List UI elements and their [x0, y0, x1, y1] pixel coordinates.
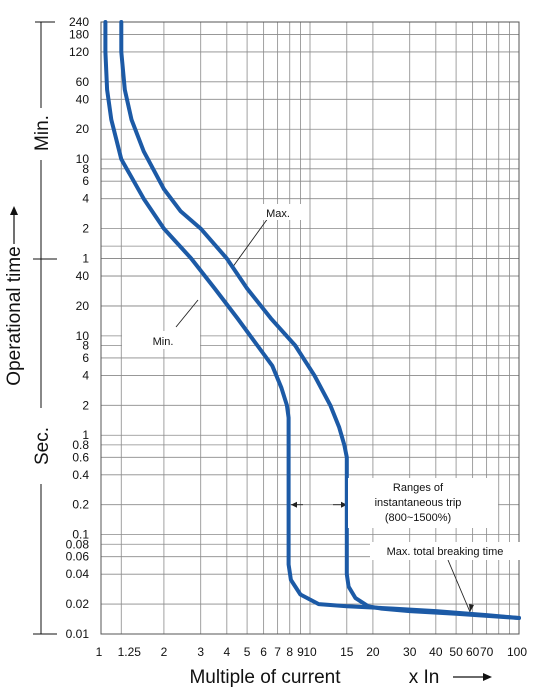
y-tick-label-min: 60 — [76, 75, 90, 89]
y-tick-label-sec: 0.4 — [72, 468, 89, 482]
breaking-label: Max. total breaking time — [387, 546, 504, 558]
x-tick-label: 50 — [449, 645, 463, 659]
y-tick-label-sec: 40 — [76, 269, 90, 283]
x-arrowhead — [483, 673, 492, 681]
annotation-labels: Max. Min. Ranges of instantaneous trip (800~… — [122, 204, 520, 560]
y-tick-label-sec: 0.06 — [66, 550, 90, 564]
y-axis-title: Operational time — [4, 246, 25, 385]
breaking-arrowhead — [469, 604, 474, 612]
y-tick-label-sec: 20 — [76, 299, 90, 313]
y-tick-label-sec: 0.04 — [66, 567, 90, 581]
max-label-box — [258, 204, 308, 220]
y-tick-label-min: 2 — [82, 222, 89, 236]
x-tick-label: 1 — [96, 645, 103, 659]
x-unit-label: x In — [409, 667, 440, 688]
y-tick-label-sec: 8 — [82, 338, 89, 352]
y-tick-label-sec: 1 — [82, 428, 89, 442]
series-curve-min — [103, 20, 521, 620]
breaking-label-box — [370, 542, 520, 560]
x-tick-label: 40 — [429, 645, 443, 659]
range-arrowhead-right — [341, 501, 347, 508]
y-tick-label-sec: 4 — [82, 368, 89, 382]
series-group — [103, 20, 521, 620]
max-leader-line — [231, 213, 272, 269]
y-tick-label-sec: 0.01 — [66, 627, 90, 641]
y-tick-label-sec: 2 — [82, 398, 89, 412]
y-tick-label-min: 8 — [82, 162, 89, 176]
max-label: Max. — [266, 208, 290, 220]
plot-border — [100, 21, 520, 635]
range-label-line: Ranges of — [393, 482, 444, 494]
min-label: Min. — [153, 336, 174, 348]
x-tick-labels: 1 1.25 2 3 4 5 6 7 8 9 10 15 20 30 40 50 60 70 100 — [96, 645, 528, 659]
x-tick-label: 2 — [161, 645, 168, 659]
x-tick-label: 1.25 — [118, 645, 142, 659]
y-tick-label-sec: 0.8 — [72, 438, 89, 452]
y-tick-label-sec: 0.02 — [66, 597, 90, 611]
axis-titles: Multiple of current x In Min. Sec. Operation… — [4, 21, 492, 688]
x-axis-title: Multiple of current — [189, 667, 341, 688]
y-tick-label-sec: 0.1 — [72, 528, 89, 542]
x-tick-label: 9 — [297, 645, 304, 659]
x-tick-label: 4 — [223, 645, 230, 659]
y-unit-sec: Sec. — [32, 427, 53, 465]
x-tick-label: 15 — [340, 645, 354, 659]
y-tick-label-min: 6 — [82, 174, 89, 188]
y-tick-labels: 2401801206040201086421402010864210.80.60… — [66, 15, 90, 641]
y-tick-label-min: 4 — [82, 192, 89, 206]
y-tick-label-sec: 10 — [76, 329, 90, 343]
y-arrowhead — [10, 206, 18, 215]
series-curve-max — [119, 20, 521, 620]
x-tick-label: 30 — [403, 645, 417, 659]
x-tick-label: 7 — [274, 645, 281, 659]
y-tick-label-sec: 0.6 — [72, 450, 89, 464]
y-unit-min: Min. — [32, 115, 53, 151]
y-tick-label-sec: 0.2 — [72, 498, 89, 512]
y-tick-label-min: 20 — [76, 122, 90, 136]
range-label-line: instantaneous trip — [375, 497, 462, 509]
y-tick-label-min: 10 — [76, 152, 90, 166]
x-tick-label: 100 — [507, 645, 527, 659]
range-label-box — [348, 478, 498, 528]
plot-frame — [100, 21, 520, 635]
x-tick-label: 3 — [197, 645, 204, 659]
min-leader-line — [175, 299, 199, 328]
y-tick-label-sec: 6 — [82, 351, 89, 365]
y-tick-label-min: 1 — [82, 252, 89, 266]
x-tick-label: 70 — [480, 645, 494, 659]
y-tick-label-min: 40 — [76, 92, 90, 106]
y-tick-label-min: 120 — [69, 45, 89, 59]
y-tick-label-sec: 0.08 — [66, 537, 90, 551]
range-arrowhead-left — [291, 501, 297, 508]
range-label-line: (800~1500%) — [385, 512, 451, 524]
breaking-leader-line — [447, 559, 471, 613]
y-tick-label-min: 180 — [69, 27, 89, 41]
min-label-box — [122, 331, 200, 349]
x-tick-label: 20 — [366, 645, 380, 659]
x-tick-label: 60 — [466, 645, 480, 659]
x-tick-label: 6 — [260, 645, 267, 659]
x-tick-label: 8 — [286, 645, 293, 659]
y-tick-label-min: 240 — [69, 15, 89, 29]
x-tick-label: 10 — [303, 645, 317, 659]
x-tick-label: 5 — [244, 645, 251, 659]
